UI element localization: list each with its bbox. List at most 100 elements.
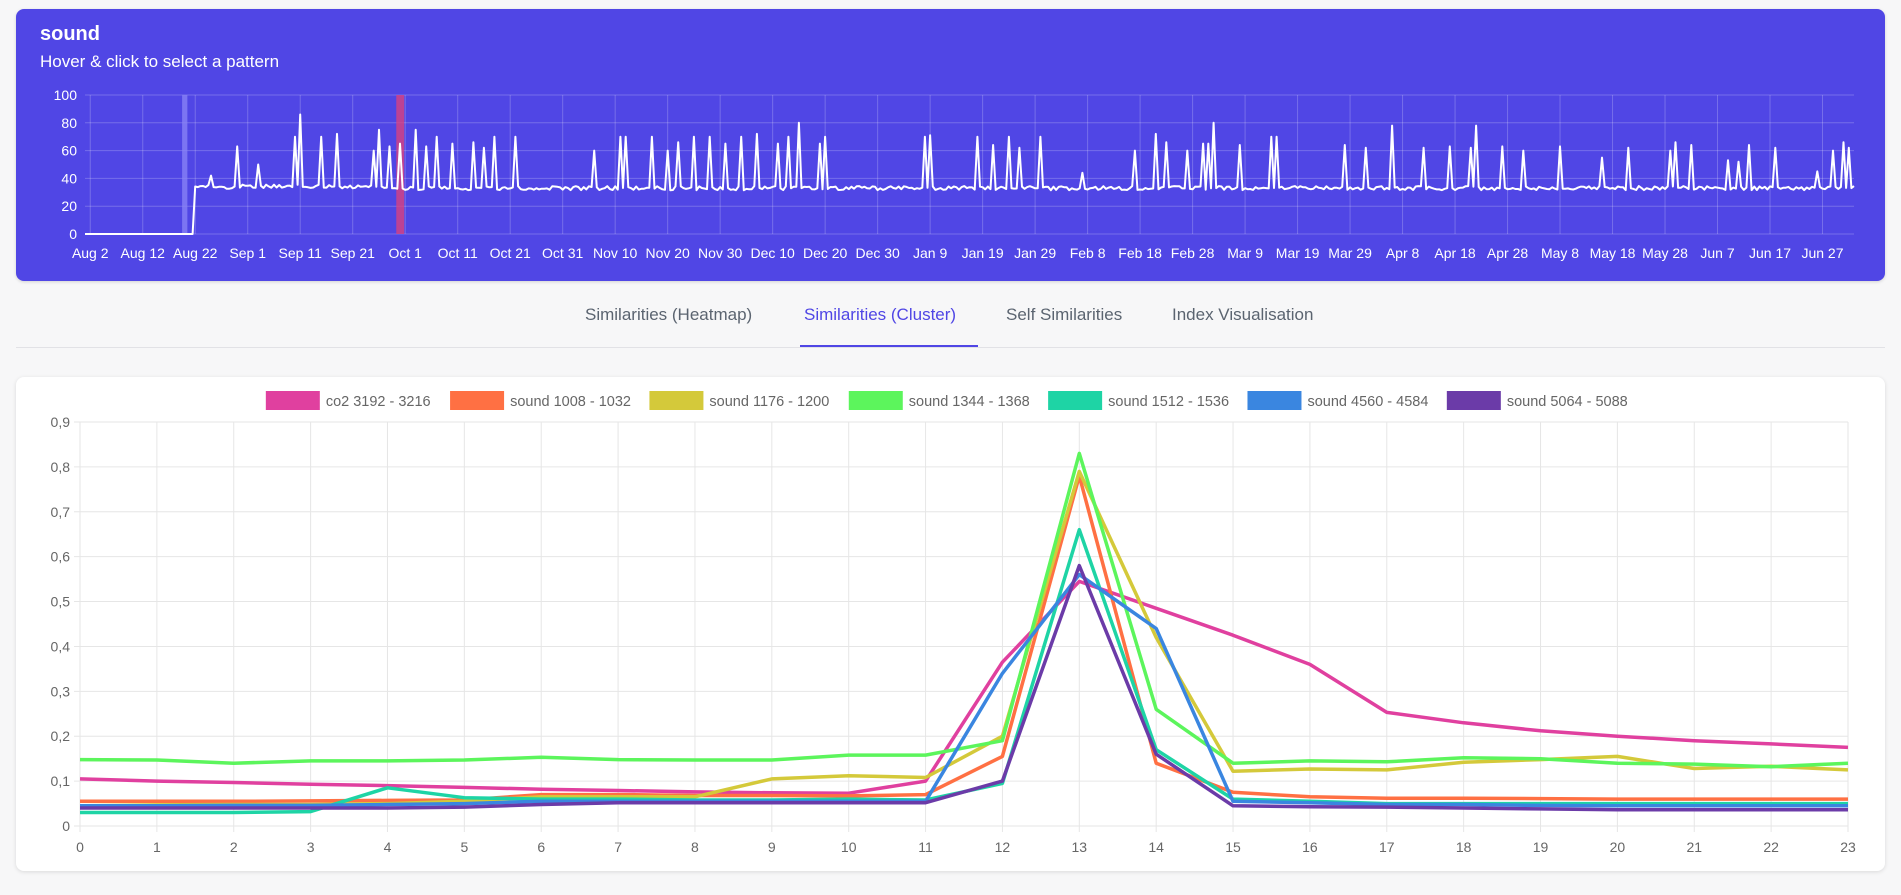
cluster-x-tick: 9 (768, 839, 776, 855)
tab-self-similarities[interactable]: Self Similarities (1006, 305, 1123, 324)
overview-chart[interactable]: 100 80 60 40 20 0 Aug 2 Aug 12 Aug 22 Sep 1 Sep 11… (16, 9, 1885, 281)
cluster-series-line (79, 579, 1849, 795)
legend-item: sound 1008 - 1032 (450, 391, 631, 410)
cluster-x-tick: 13 (1072, 839, 1088, 855)
overview-x-tick: May 18 (1590, 245, 1636, 261)
panel-subtitle: Hover & click to select a pattern (40, 52, 280, 71)
overview-x-tick: Mar 9 (1227, 245, 1263, 261)
overview-x-tick: Nov 20 (645, 245, 690, 261)
overview-x-tick: Mar 29 (1328, 245, 1372, 261)
legend-swatch (450, 391, 505, 410)
overview-x-tick: Feb 18 (1118, 245, 1162, 261)
legend-item: sound 1176 - 1200 (649, 391, 829, 410)
cluster-x-tick: 8 (691, 839, 699, 855)
tab-index-visualisation[interactable]: Index Visualisation (1172, 305, 1314, 324)
legend-swatch (265, 391, 320, 410)
overview-y-tick: 60 (61, 143, 77, 159)
cluster-series-line (79, 469, 1849, 808)
legend-swatch (1048, 391, 1103, 410)
overview-x-tick: Jun 27 (1801, 245, 1843, 261)
overview-x-tick: Jan 19 (962, 245, 1004, 261)
cluster-x-tick: 20 (1610, 839, 1626, 855)
overview-x-tick: Apr 18 (1434, 245, 1475, 261)
overview-x-tick: May 8 (1541, 245, 1579, 261)
overview-x-tick: Aug 22 (173, 245, 218, 261)
cluster-series-line (80, 572, 1848, 808)
cluster-chart-card: 0 0,1 0,2 0,3 0,4 0,5 0,6 0,7 0,8 0,9 0 1 2 3 4 5 6 7 8 9 10… (16, 377, 1885, 871)
legend-item: co2 3192 - 3216 (265, 391, 431, 410)
legend-item: sound 1344 - 1368 (848, 391, 1030, 410)
cluster-line-chart: 00,10,20,30,40,50,60,70,80,90 1 2 3 4 5 6 7 8 9 10… (51, 391, 1856, 855)
cluster-series-line (80, 527, 1848, 815)
overview-selection-region (182, 95, 188, 234)
cluster-x-tick: 14 (1148, 839, 1164, 855)
legend-swatch (1446, 391, 1501, 410)
legend-label: sound 1176 - 1200 (709, 394, 829, 410)
cluster-x-tick: 11 (918, 839, 933, 855)
overview-y-tick: 0 (69, 226, 77, 242)
overview-x-tick: Apr 8 (1386, 245, 1420, 261)
overview-x-tick: Feb 8 (1070, 245, 1106, 261)
cluster-x-tick: 10 (841, 839, 857, 855)
overview-y-tick: 100 (54, 87, 78, 103)
tab-similarities-heatmap[interactable]: Similarities (Heatmap) (585, 305, 753, 324)
cluster-y-tick: 0,6 (51, 549, 71, 565)
legend-swatch (649, 391, 704, 410)
legend-label: sound 5064 - 5088 (1507, 394, 1628, 410)
overview-x-tick: Jun 17 (1749, 245, 1791, 261)
active-tab-indicator (800, 345, 978, 347)
overview-x-tick: Jun 7 (1700, 245, 1734, 261)
cluster-x-tick: 5 (460, 839, 468, 855)
cluster-x-tick: 16 (1302, 839, 1318, 855)
overview-x-tick: Oct 11 (438, 245, 478, 261)
overview-series-line (85, 113, 1855, 235)
legend-label: co2 3192 - 3216 (326, 394, 431, 410)
cluster-series-line (79, 451, 1849, 769)
legend-swatch (848, 391, 903, 410)
overview-panel: 100 80 60 40 20 0 Aug 2 Aug 12 Aug 22 Sep 1 Sep 11… (16, 9, 1885, 281)
overview-x-tick: Oct 1 (388, 245, 422, 261)
overview-x-tick: Dec 10 (750, 245, 795, 261)
overview-x-tick: May 28 (1642, 245, 1688, 261)
overview-y-tick: 40 (61, 170, 77, 186)
overview-x-tick: Aug 12 (121, 245, 166, 261)
panel-title: sound (40, 23, 100, 45)
overview-x-tick: Dec 20 (803, 245, 848, 261)
overview-x-tick: Jan 9 (913, 245, 947, 261)
tab-similarities-cluster[interactable]: Similarities (Cluster) (804, 305, 957, 324)
overview-x-tick: Sep 11 (279, 245, 323, 261)
cluster-x-tick: 7 (614, 839, 622, 855)
cluster-series-line (80, 474, 1848, 804)
legend-label: sound 1008 - 1032 (510, 394, 631, 410)
overview-x-tick: Apr 28 (1487, 245, 1528, 261)
legend-label: sound 4560 - 4584 (1307, 394, 1428, 410)
overview-plot: 100 80 60 40 20 0 Aug 2 Aug 12 Aug 22 Sep 1 Sep 11… (54, 87, 1855, 261)
overview-x-tick: Oct 21 (490, 245, 531, 261)
overview-x-tick: Aug 2 (72, 245, 109, 261)
cluster-x-tick: 1 (153, 839, 161, 855)
cluster-x-tick: 4 (384, 839, 392, 855)
cluster-y-tick: 0,2 (51, 728, 71, 744)
cluster-x-tick: 15 (1225, 839, 1241, 855)
cluster-y-tick: 0,9 (51, 414, 71, 430)
cluster-x-tick: 18 (1456, 839, 1472, 855)
cluster-plot: 00,10,20,30,40,50,60,70,80,90 1 2 3 4 5 6 7 8 9 10… (51, 414, 1856, 855)
cluster-legend: co2 3192 - 3216 sound 1008 - 1032 sound 11… (265, 391, 1628, 410)
cluster-y-tick: 0,1 (51, 773, 71, 789)
legend-item: sound 4560 - 4584 (1247, 391, 1428, 410)
cluster-series-line (80, 563, 1848, 812)
legend-swatch (1247, 391, 1302, 410)
overview-y-tick: 80 (61, 115, 77, 131)
cluster-x-tick: 17 (1379, 839, 1395, 855)
overview-x-tick: Mar 19 (1276, 245, 1320, 261)
cluster-y-tick: 0 (62, 818, 70, 834)
cluster-y-tick: 0,4 (51, 638, 71, 654)
cluster-x-tick: 23 (1840, 839, 1856, 855)
cluster-y-tick: 0,3 (51, 683, 71, 699)
cluster-y-tick: 0,5 (51, 594, 71, 610)
cluster-x-tick: 12 (995, 839, 1011, 855)
cluster-x-tick: 22 (1763, 839, 1779, 855)
cluster-x-tick: 0 (76, 839, 84, 855)
cluster-y-tick: 0,7 (51, 504, 71, 520)
overview-x-tick: Dec 30 (855, 245, 900, 261)
